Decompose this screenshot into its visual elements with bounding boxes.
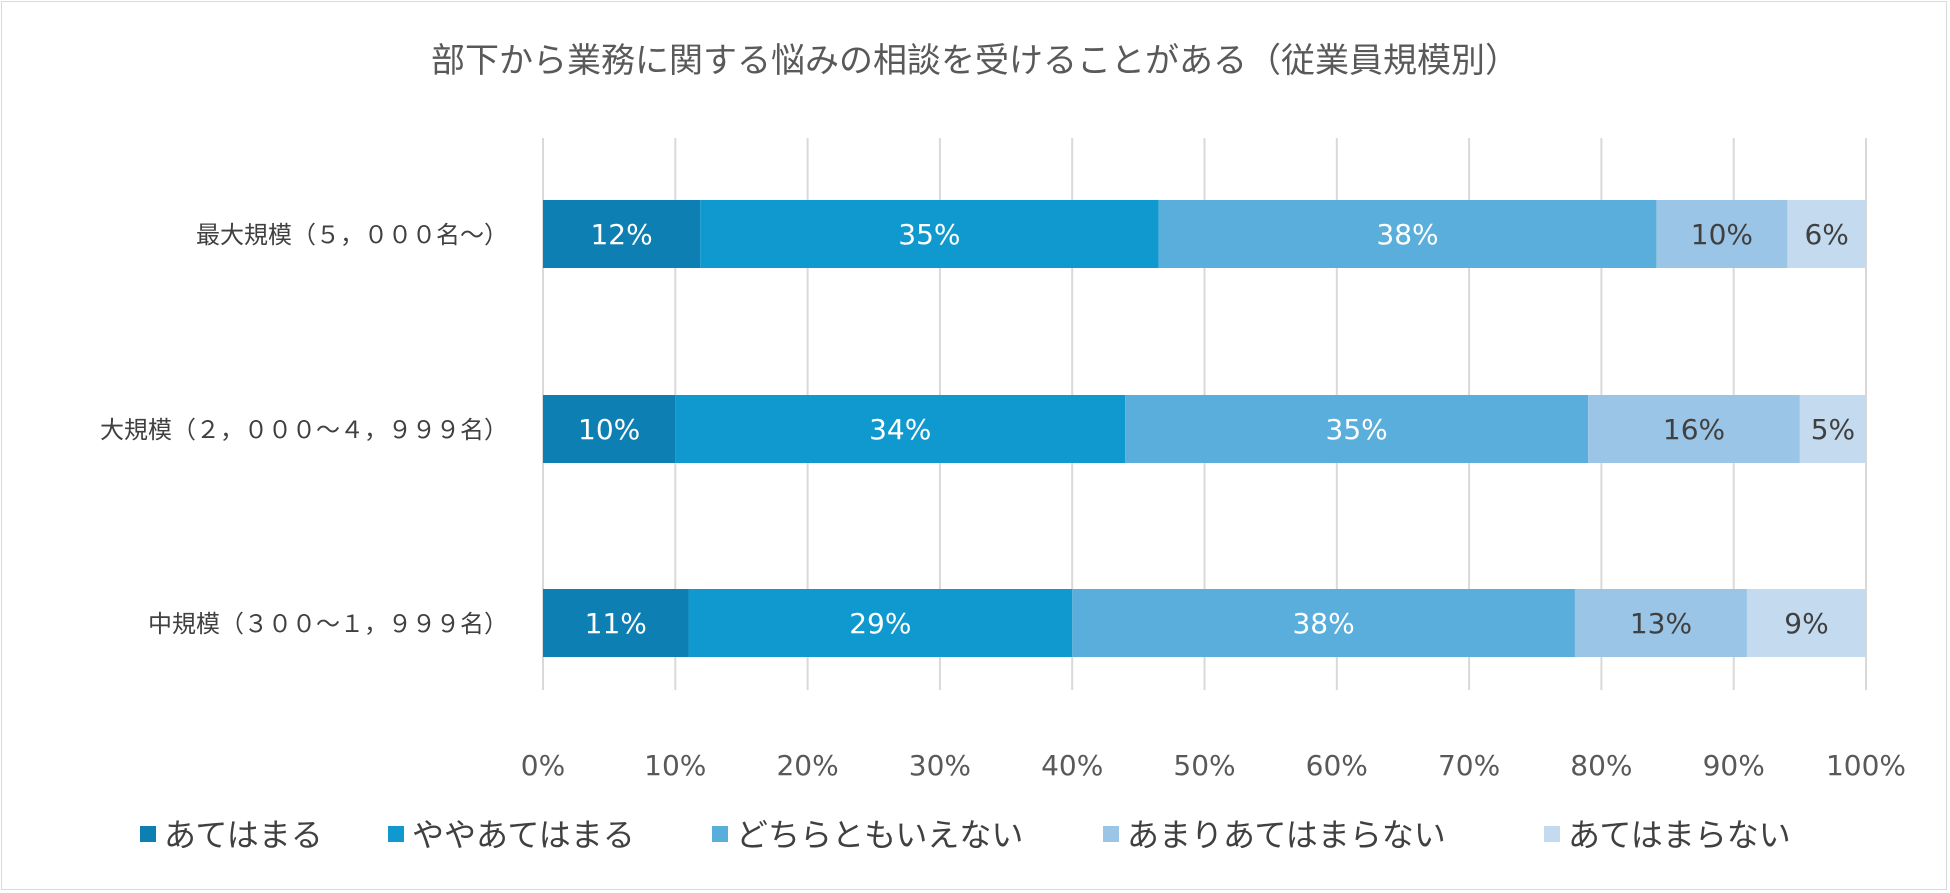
bar-segment: [1158, 200, 1657, 268]
legend-swatch: [712, 826, 728, 842]
category-label: 大規模（２，０００～４，９９９名）: [100, 416, 508, 444]
legend-swatch: [1103, 826, 1119, 842]
bar-segment: [688, 589, 1073, 657]
legend: あてはまる ややあてはまる どちらともいえない あまりあてはまらない あてはまらない: [140, 816, 1791, 854]
x-tick-label: 90%: [1703, 749, 1765, 782]
category-labels: 最大規模（５，０００名～） 大規模（２，０００～４，９９９名） 中規模（３００～１，…: [100, 221, 508, 638]
x-tick-label: 10%: [644, 749, 706, 782]
legend-swatch: [388, 826, 404, 842]
bar-segment: [1799, 395, 1866, 463]
data-label: 35%: [1326, 413, 1388, 446]
legend-swatch: [140, 826, 156, 842]
x-axis-ticks: 0% 10% 20% 30% 40% 50% 60% 70% 80% 90% 100%: [521, 749, 1906, 782]
x-tick-label: 20%: [776, 749, 838, 782]
bar-segment: [1656, 200, 1788, 268]
bar-segment: [1746, 589, 1866, 657]
bar-segment: [675, 395, 1126, 463]
legend-swatch: [1544, 826, 1560, 842]
category-label: 中規模（３００～１，９９９名）: [148, 610, 508, 638]
bar-segment: [1125, 395, 1589, 463]
bar-segment: [543, 589, 689, 657]
x-tick-label: 80%: [1570, 749, 1632, 782]
x-tick-label: 30%: [909, 749, 971, 782]
legend-label: あまりあてはまらない: [1127, 816, 1446, 854]
data-label: 29%: [849, 607, 911, 640]
legend-label: あてはまらない: [1568, 816, 1791, 854]
data-label: 16%: [1663, 413, 1725, 446]
data-label: 6%: [1804, 218, 1848, 251]
data-label: 10%: [578, 413, 640, 446]
category-label: 最大規模（５，０００名～）: [196, 221, 508, 249]
bar-segment: [543, 395, 676, 463]
legend-label: あてはまる: [164, 816, 323, 854]
bar-segment: [1574, 589, 1747, 657]
data-label: 13%: [1630, 607, 1692, 640]
bar-segment: [543, 200, 701, 268]
bar-segment: [1072, 589, 1575, 657]
bar-segment: [700, 200, 1159, 268]
data-label: 38%: [1292, 607, 1354, 640]
data-label: 11%: [585, 607, 647, 640]
data-label: 38%: [1376, 218, 1438, 251]
data-label: 9%: [1784, 607, 1828, 640]
x-tick-label: 60%: [1306, 749, 1368, 782]
legend-label: ややあてはまる: [412, 816, 635, 854]
x-tick-label: 70%: [1438, 749, 1500, 782]
chart-title: 部下から業務に関する悩みの相談を受けることがある（従業員規模別）: [431, 41, 1519, 81]
x-tick-label: 100%: [1826, 749, 1906, 782]
legend-label: どちらともいえない: [736, 816, 1023, 854]
data-label: 10%: [1691, 218, 1753, 251]
x-tick-label: 50%: [1173, 749, 1235, 782]
data-label: 5%: [1811, 413, 1855, 446]
x-tick-label: 0%: [521, 749, 565, 782]
bars: 12% 35% 38% 10% 6% 10% 34% 35% 16% 5% 11% 29% 38% 13%…: [543, 200, 1866, 657]
data-label: 12%: [590, 218, 652, 251]
data-label: 35%: [898, 218, 960, 251]
bar-segment: [1588, 395, 1800, 463]
data-label: 34%: [869, 413, 931, 446]
x-tick-label: 40%: [1041, 749, 1103, 782]
bar-segment: [1787, 200, 1866, 268]
